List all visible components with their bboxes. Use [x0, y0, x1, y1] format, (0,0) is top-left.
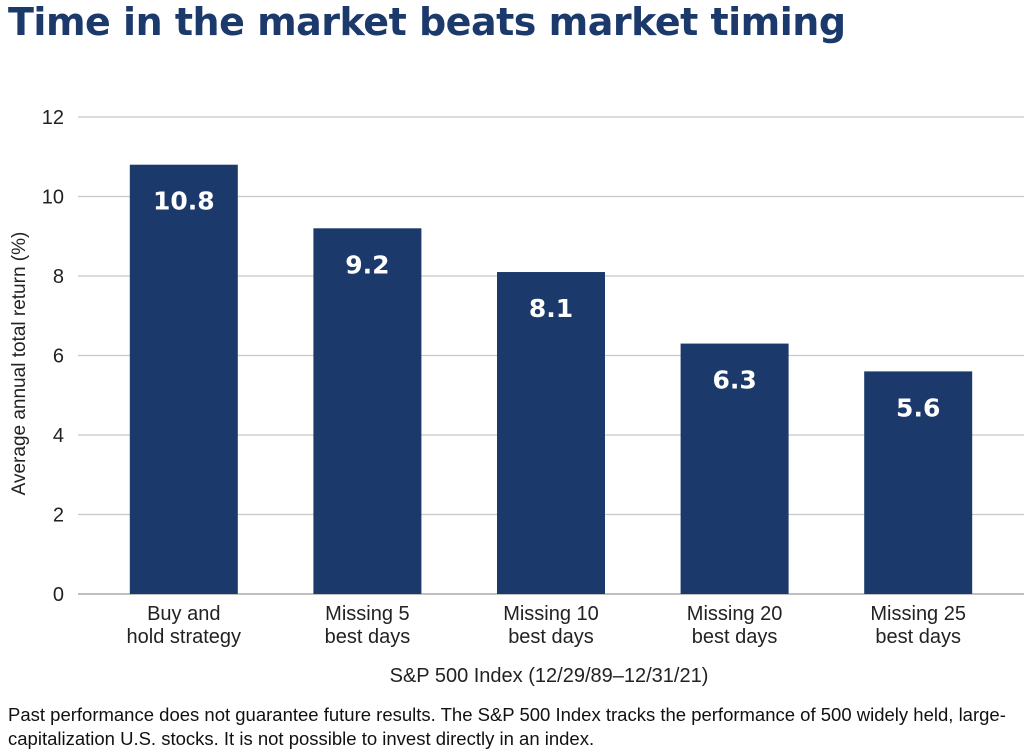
x-tick-label: best days [508, 626, 594, 648]
x-tick-label: best days [325, 626, 411, 648]
bar-value-label: 10.8 [153, 187, 215, 216]
chart-title: Time in the market beats market timing [8, 0, 846, 44]
bar [313, 228, 422, 595]
y-tick-label: 4 [53, 425, 64, 447]
y-tick-label: 8 [53, 266, 64, 288]
y-tick-label: 2 [53, 505, 64, 527]
x-axis-label: S&P 500 Index (12/29/89–12/31/21) [390, 665, 709, 687]
bar-value-label: 6.3 [712, 366, 756, 395]
y-tick-label: 6 [53, 346, 64, 368]
bar [497, 272, 605, 594]
footnote: Past performance does not guarantee futu… [8, 704, 1006, 749]
x-tick-label: best days [875, 626, 961, 648]
x-tick-label: hold strategy [127, 626, 242, 648]
x-tick-label: Buy and [147, 603, 220, 625]
y-axis-label: Average annual total return (%) [9, 232, 30, 496]
y-tick-label: 10 [42, 187, 64, 209]
bar-value-label: 9.2 [345, 250, 389, 279]
y-tick-label: 0 [53, 584, 64, 606]
bar-value-label: 8.1 [529, 294, 573, 323]
x-tick-label: Missing 20 [687, 603, 783, 625]
bar [864, 371, 973, 594]
x-tick-label: Missing 25 [870, 603, 966, 625]
bar-value-label: 5.6 [896, 393, 940, 422]
x-tick-label: Missing 5 [325, 603, 409, 625]
bar-chart: 0 2 4 6 8 10 12 Average annual total return (%)… [9, 107, 1024, 687]
y-tick-label: 12 [42, 107, 64, 129]
bar [680, 343, 789, 594]
x-tick-label: Missing 10 [503, 603, 599, 625]
bar [129, 164, 238, 594]
x-tick-label: best days [692, 626, 778, 648]
